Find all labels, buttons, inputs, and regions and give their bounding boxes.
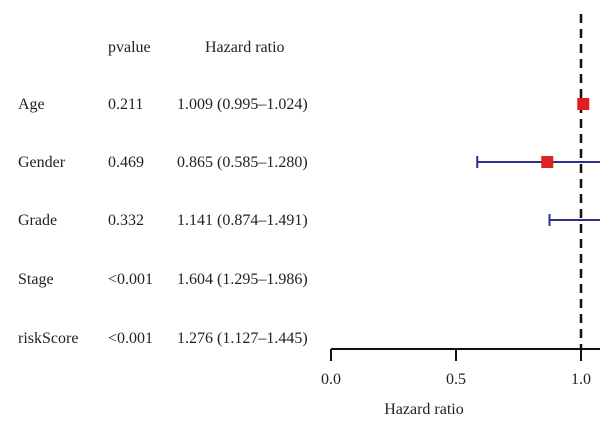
row-pvalue: <0.001: [108, 271, 153, 288]
hazard-ratio-column-header: Hazard ratio: [205, 39, 285, 56]
x-tick-label: 0.5: [446, 371, 466, 388]
x-tick-label: 0.0: [321, 371, 341, 388]
hazard-ratio-point: [577, 98, 590, 110]
row-pvalue: <0.001: [108, 330, 153, 347]
hazard-ratio-point: [541, 156, 554, 168]
x-tick-label: 1.0: [571, 371, 591, 388]
pvalue-column-header: pvalue: [108, 39, 151, 56]
row-label: Gender: [18, 154, 66, 171]
row-label: Stage: [18, 271, 54, 288]
row-pvalue: 0.211: [108, 96, 143, 113]
row-hazard-ratio-text: 1.141 (0.874–1.491): [177, 212, 308, 229]
row-label: riskScore: [18, 330, 78, 347]
x-axis-label: Hazard ratio: [384, 401, 464, 418]
row-pvalue: 0.469: [108, 154, 144, 171]
row-hazard-ratio-text: 0.865 (0.585–1.280): [177, 154, 308, 171]
row-hazard-ratio-text: 1.009 (0.995–1.024): [177, 96, 308, 113]
row-hazard-ratio-text: 1.604 (1.295–1.986): [177, 271, 308, 288]
row-hazard-ratio-text: 1.276 (1.127–1.445): [177, 330, 308, 347]
row-label: Age: [18, 96, 45, 113]
row-label: Grade: [18, 212, 57, 229]
row-pvalue: 0.332: [108, 212, 144, 229]
